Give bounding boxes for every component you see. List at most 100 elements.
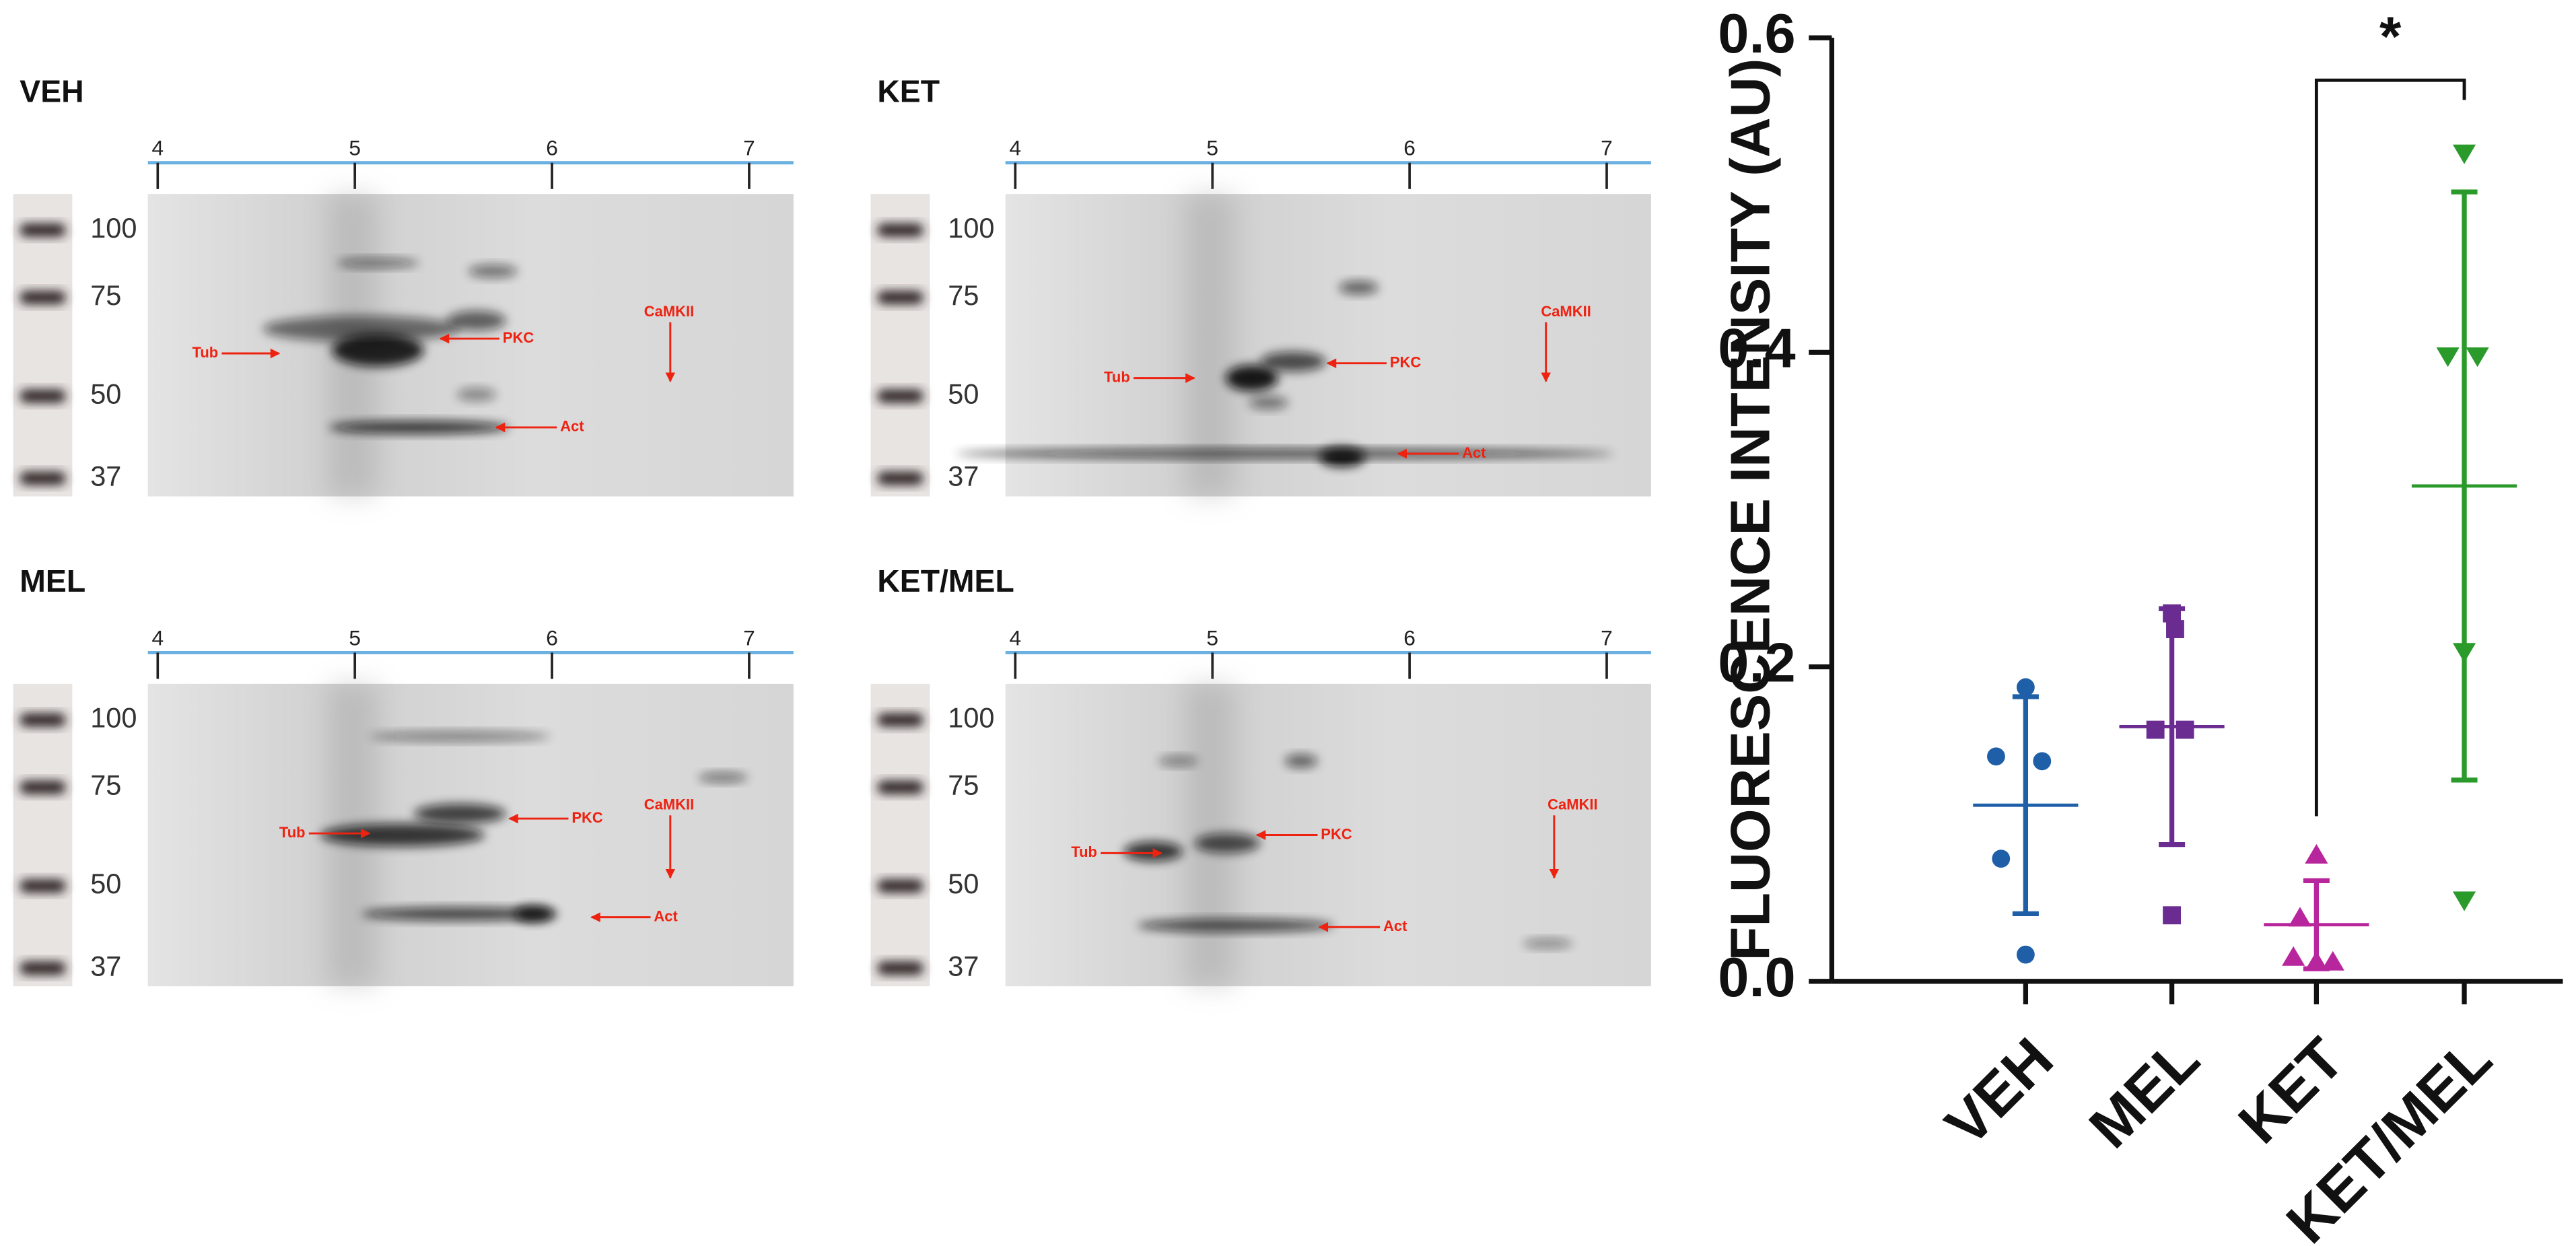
gel-label: KET/MEL: [877, 563, 1014, 598]
gel-spot: [370, 731, 551, 742]
ph-tick-label: 6: [1403, 625, 1416, 650]
ph-tick-label: 7: [1601, 136, 1613, 160]
annotation: PKC: [1321, 825, 1352, 842]
gel-spot: [446, 310, 506, 331]
ph-tick-label: 4: [151, 136, 164, 160]
ladder-band: [20, 291, 66, 304]
gel-spot: [698, 772, 748, 783]
x-tick-label: VEH: [1933, 1025, 2066, 1158]
mw-label: 50: [948, 868, 979, 899]
ladder-lane: [870, 683, 930, 987]
significance-bracket: [2314, 78, 2466, 817]
annotation: CaMKII: [644, 303, 694, 320]
ladder-band: [20, 389, 66, 403]
data-point: [2452, 144, 2476, 164]
ladder-lane: [870, 194, 930, 497]
ph-tick-label: 6: [1403, 136, 1416, 160]
gel-spot: [337, 258, 419, 269]
data-point: [2452, 643, 2476, 663]
mw-label: 100: [90, 212, 137, 244]
y-tick-label: 0.0: [1718, 946, 1795, 1008]
data-point: [2282, 946, 2305, 966]
data-point: [2016, 945, 2035, 964]
data-point: [2016, 678, 2035, 697]
ladder-lane: [13, 194, 73, 497]
annotation: CaMKII: [1541, 303, 1591, 320]
gel-spot: [1248, 396, 1288, 410]
annotation: CaMKII: [1547, 796, 1597, 812]
gel-spot: [332, 333, 424, 367]
mw-label: 37: [90, 950, 121, 981]
gel-spot: [1284, 754, 1318, 768]
data-point: [2288, 907, 2312, 927]
data-point: [2452, 891, 2476, 911]
data-point: [2321, 950, 2344, 971]
gel-streak: [1186, 194, 1236, 497]
annotation: Tub: [1071, 843, 1097, 860]
gel-spot: [956, 448, 1613, 459]
x-tick-label: MEL: [2077, 1025, 2212, 1161]
data-point: [2305, 843, 2328, 864]
x-tick-label: KET: [2225, 1025, 2356, 1156]
gel-spot: [1123, 841, 1183, 862]
gel-spot: [1225, 365, 1278, 392]
annotation: Act: [654, 907, 678, 924]
ph-tick-label: 5: [1206, 625, 1218, 650]
annotation: Act: [1462, 444, 1486, 461]
ladder-band: [20, 961, 66, 975]
ladder-band: [20, 780, 66, 794]
ladder-lane: [13, 683, 73, 987]
y-tick-label: 0.6: [1718, 2, 1795, 65]
ladder-band: [20, 223, 66, 237]
mw-label: 75: [90, 769, 121, 801]
gel-spot: [328, 421, 510, 434]
data-point: [2146, 720, 2165, 739]
gel-panel: VEH 4 5 6 7 100 75 50 37 Tub PKC CaMKII Act: [13, 73, 794, 497]
ph-tick-label: 4: [1010, 625, 1022, 650]
data-point: [2033, 752, 2052, 771]
ph-tick-label: 7: [743, 136, 755, 160]
ladder-band: [877, 879, 924, 893]
gel-spot: [514, 905, 554, 922]
gel-spot: [414, 804, 506, 824]
ph-tick-label: 5: [349, 625, 361, 650]
mw-label: 50: [90, 868, 121, 899]
data-point: [2305, 950, 2328, 971]
mw-label: 75: [90, 279, 121, 311]
annotation: Act: [1383, 918, 1407, 934]
significance-label: *: [2379, 5, 2402, 68]
ladder-band: [877, 713, 924, 727]
gel-spot: [1339, 281, 1379, 295]
gel-label: VEH: [20, 73, 83, 108]
ph-tick-label: 7: [1601, 625, 1613, 650]
mw-label: 75: [948, 769, 979, 801]
data-point: [1987, 747, 2005, 766]
gel-spot: [468, 265, 518, 278]
gel-label: MEL: [20, 563, 85, 598]
ph-tick-label: 7: [743, 625, 755, 650]
y-tick-label: 0.4: [1718, 316, 1795, 379]
gel-spot: [263, 315, 460, 342]
ph-tick-label: 5: [349, 136, 361, 160]
gel-spot: [1523, 938, 1572, 949]
annotation: PKC: [503, 329, 534, 346]
mw-label: 50: [948, 378, 979, 409]
gel-spot: [361, 907, 559, 921]
ph-tick-label: 6: [546, 136, 558, 160]
data-point: [2163, 604, 2182, 623]
gel-spot: [456, 388, 497, 401]
annotation: PKC: [571, 809, 603, 826]
mw-label: 37: [90, 460, 121, 492]
annotation: Tub: [1104, 368, 1130, 385]
mw-label: 100: [90, 702, 137, 734]
y-tick-label: 0.2: [1718, 631, 1795, 694]
annotation: CaMKII: [644, 796, 694, 812]
gel-spot: [1136, 919, 1334, 932]
annotation: Act: [560, 418, 584, 435]
gel: [147, 194, 794, 497]
annotation: PKC: [1390, 353, 1422, 370]
gel-spot: [320, 823, 485, 847]
gel: [1005, 194, 1651, 497]
